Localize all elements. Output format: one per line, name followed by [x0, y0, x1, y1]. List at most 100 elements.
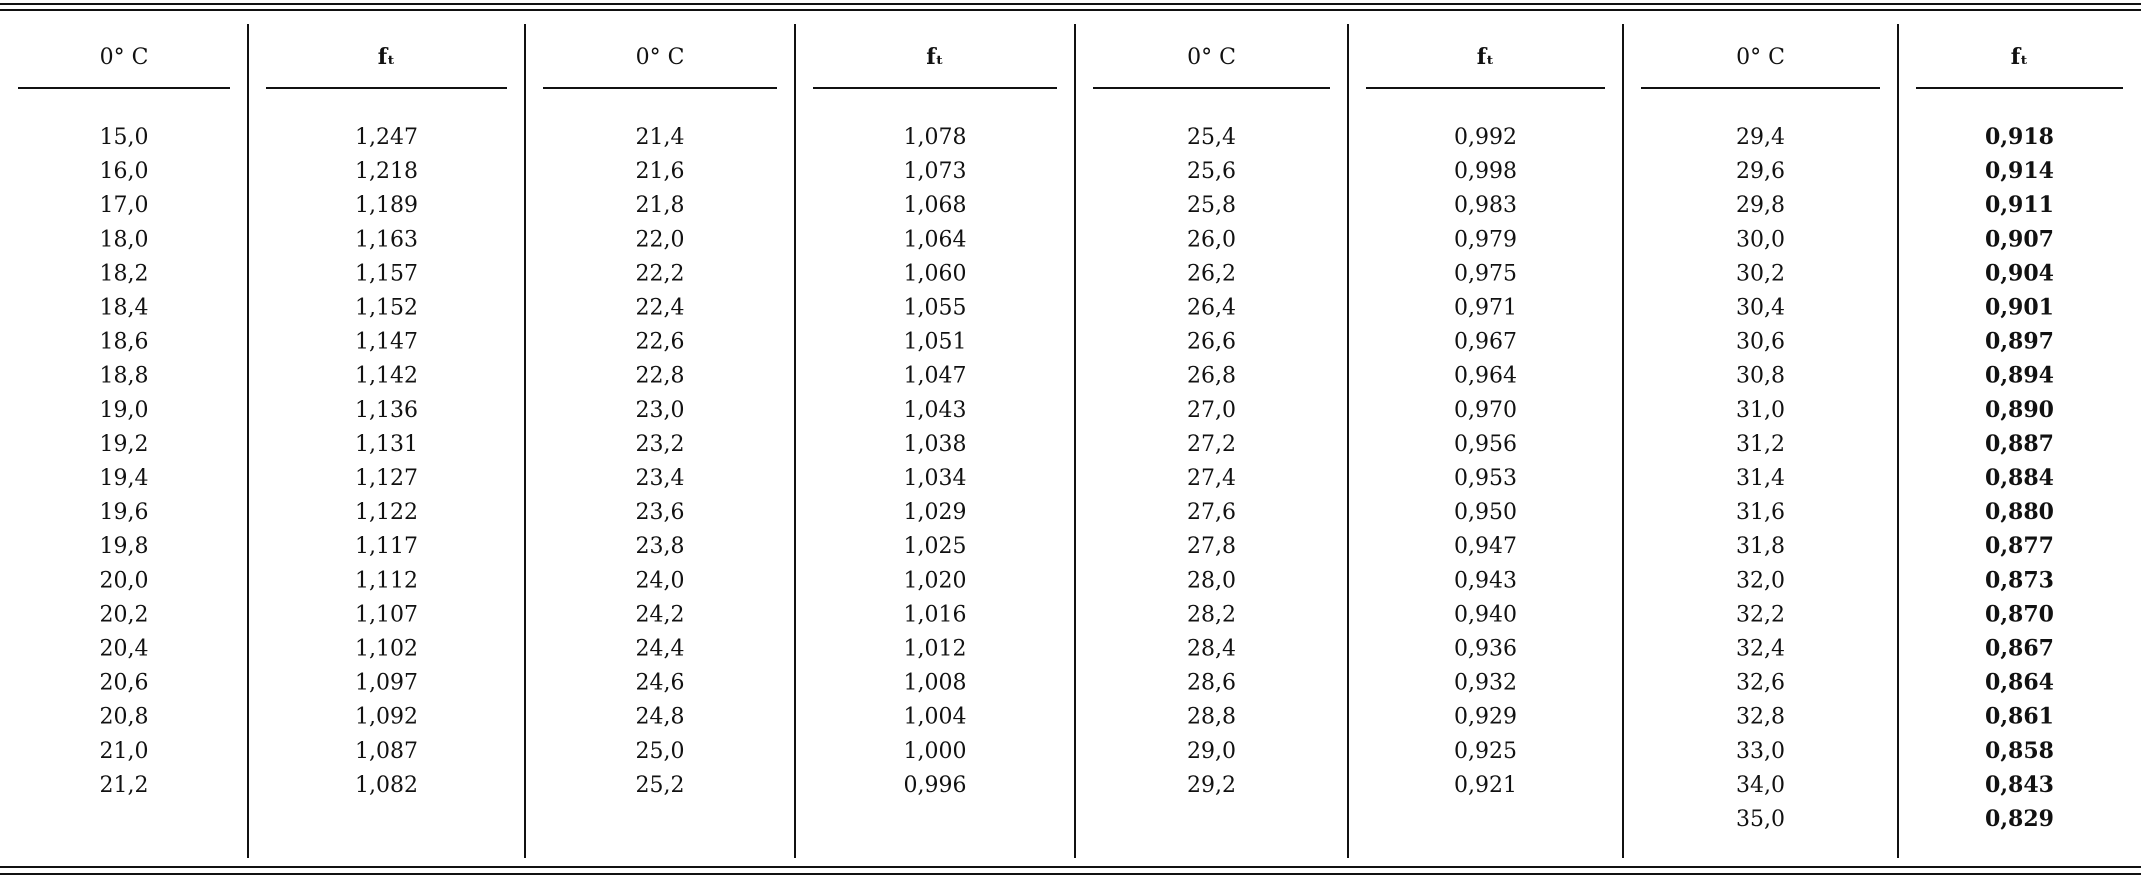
- cell: 1,092: [355, 705, 418, 730]
- cell: 25,2: [636, 773, 685, 798]
- cell: 0,858: [1985, 738, 2054, 764]
- cell: 21,2: [100, 773, 149, 798]
- cell: 19,8: [100, 534, 149, 559]
- cell: 1,189: [355, 193, 418, 218]
- cell: 24,0: [636, 568, 685, 593]
- cell: 21,8: [636, 193, 685, 218]
- cell: 25,6: [1187, 159, 1236, 184]
- cell: 33,0: [1736, 739, 1785, 764]
- cell: 1,247: [355, 125, 418, 150]
- cell: 32,8: [1736, 705, 1785, 730]
- cell: 1,122: [355, 500, 418, 525]
- cell: 27,2: [1187, 432, 1236, 457]
- cell: 1,012: [904, 637, 967, 662]
- cell: 28,6: [1187, 671, 1236, 696]
- cell: 20,6: [100, 671, 149, 696]
- cell: 0,967: [1454, 330, 1517, 355]
- cell: 1,112: [355, 568, 418, 593]
- cell: 0,887: [1985, 431, 2054, 457]
- cell: 27,0: [1187, 398, 1236, 423]
- cell: 0,943: [1454, 568, 1517, 593]
- cell: 0,914: [1985, 158, 2054, 184]
- column-header: 0° C: [636, 45, 685, 70]
- cell: 0,921: [1454, 773, 1517, 798]
- cell: 23,2: [636, 432, 685, 457]
- cell: 0,996: [904, 773, 967, 798]
- cell: 18,6: [100, 330, 149, 355]
- cell: 0,894: [1985, 363, 2054, 389]
- cell: 28,2: [1187, 602, 1236, 627]
- cell: 24,8: [636, 705, 685, 730]
- cell: 15,0: [100, 125, 149, 150]
- cell: 0,864: [1985, 670, 2054, 696]
- cell: 1,127: [355, 466, 418, 491]
- cell: 1,117: [355, 534, 418, 559]
- cell: 24,6: [636, 671, 685, 696]
- cell: 27,8: [1187, 534, 1236, 559]
- cell: 1,064: [904, 227, 967, 252]
- cell: 0,829: [1985, 806, 2054, 832]
- cell: 1,038: [904, 432, 967, 457]
- cell: 26,4: [1187, 296, 1236, 321]
- cell: 1,131: [355, 432, 418, 457]
- cell: 31,6: [1736, 500, 1785, 525]
- cell: 0,861: [1985, 704, 2054, 730]
- cell: 0,947: [1454, 534, 1517, 559]
- cell: 0,983: [1454, 193, 1517, 218]
- cell: 1,060: [904, 261, 967, 286]
- cell: 28,8: [1187, 705, 1236, 730]
- cell: 16,0: [100, 159, 149, 184]
- cell: 34,0: [1736, 773, 1785, 798]
- column-header: 0° C: [100, 45, 149, 70]
- cell: 30,2: [1736, 261, 1785, 286]
- cell: 0,992: [1454, 125, 1517, 150]
- cell: 1,218: [355, 159, 418, 184]
- cell: 30,0: [1736, 227, 1785, 252]
- cell: 22,8: [636, 364, 685, 389]
- cell: 1,043: [904, 398, 967, 423]
- cell: 0,901: [1985, 295, 2054, 321]
- cell: 1,055: [904, 296, 967, 321]
- cell: 1,082: [355, 773, 418, 798]
- cell: 25,8: [1187, 193, 1236, 218]
- cell: 1,034: [904, 466, 967, 491]
- cell: 25,4: [1187, 125, 1236, 150]
- cell: 0,904: [1985, 260, 2054, 286]
- cell: 0,843: [1985, 772, 2054, 798]
- cell: 0,932: [1454, 671, 1517, 696]
- cell: 35,0: [1736, 807, 1785, 832]
- cell: 1,163: [355, 227, 418, 252]
- cell: 20,8: [100, 705, 149, 730]
- cell: 1,008: [904, 671, 967, 696]
- column-header: fₜ: [1477, 44, 1495, 70]
- cell: 1,047: [904, 364, 967, 389]
- cell: 20,4: [100, 637, 149, 662]
- cell: 19,4: [100, 466, 149, 491]
- cell: 0,929: [1454, 705, 1517, 730]
- cell: 0,880: [1985, 499, 2054, 525]
- cell: 0,873: [1985, 567, 2054, 593]
- cell: 1,152: [355, 296, 418, 321]
- cell: 22,6: [636, 330, 685, 355]
- cell: 0,940: [1454, 602, 1517, 627]
- cell: 19,6: [100, 500, 149, 525]
- cell: 0,998: [1454, 159, 1517, 184]
- cell: 23,0: [636, 398, 685, 423]
- cell: 0,979: [1454, 227, 1517, 252]
- column-header: fₜ: [2011, 44, 2029, 70]
- cell: 32,4: [1736, 637, 1785, 662]
- column-header: 0° C: [1187, 45, 1236, 70]
- column-header: fₜ: [926, 44, 944, 70]
- cell: 20,2: [100, 602, 149, 627]
- cell: 1,157: [355, 261, 418, 286]
- cell: 31,4: [1736, 466, 1785, 491]
- cell: 19,2: [100, 432, 149, 457]
- cell: 18,8: [100, 364, 149, 389]
- cell: 0,953: [1454, 466, 1517, 491]
- cell: 18,4: [100, 296, 149, 321]
- cell: 32,0: [1736, 568, 1785, 593]
- cell: 0,884: [1985, 465, 2054, 491]
- cell: 0,956: [1454, 432, 1517, 457]
- cell: 0,918: [1985, 124, 2054, 150]
